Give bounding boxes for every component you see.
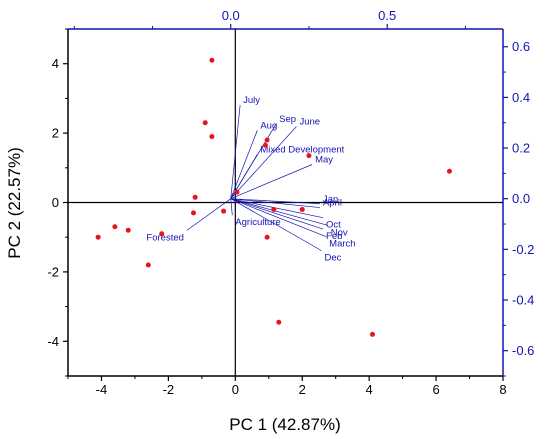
loading-vector bbox=[230, 198, 320, 205]
loading-vector bbox=[230, 130, 258, 199]
score-point bbox=[209, 134, 215, 140]
right-tick-label: -0.6 bbox=[512, 343, 534, 358]
loading-label: June bbox=[299, 117, 320, 128]
score-point bbox=[446, 168, 452, 174]
loading-label: May bbox=[315, 155, 333, 166]
y-axis-title: PC 2 (22.57%) bbox=[5, 147, 24, 259]
loading-label: Oct bbox=[326, 220, 341, 231]
x-tick-label: 0 bbox=[232, 382, 239, 397]
top-tick-label: 0.0 bbox=[222, 8, 240, 23]
loading-vector bbox=[230, 198, 320, 208]
loading-vector bbox=[230, 126, 297, 199]
right-tick-label: 0.6 bbox=[512, 39, 530, 54]
score-point bbox=[306, 153, 312, 159]
loading-label: Agriculture bbox=[235, 217, 280, 228]
score-point bbox=[95, 234, 101, 240]
score-point bbox=[145, 262, 151, 268]
y-tick-label: -4 bbox=[47, 334, 59, 349]
x-tick-label: 8 bbox=[499, 382, 506, 397]
score-point bbox=[264, 137, 270, 143]
loading-label: Nov bbox=[331, 227, 348, 238]
loading-label: Aug bbox=[260, 120, 277, 131]
loading-label: Dec bbox=[324, 253, 341, 264]
loading-vector bbox=[230, 164, 313, 200]
x-tick-label: -4 bbox=[96, 382, 108, 397]
score-point bbox=[262, 142, 268, 148]
axes-layer: -4 -2 0 2 4 6 8 -4 -2 0 2 4 0.0 0.5 0.6 0.4 0.2 0.0 -0.2 -0… bbox=[47, 8, 534, 397]
loading-vector bbox=[186, 198, 231, 231]
x-axis-title: PC 1 (42.87%) bbox=[229, 415, 341, 434]
loading-label: Sep bbox=[279, 114, 296, 125]
y-tick-label: 0 bbox=[52, 195, 59, 210]
score-point bbox=[125, 227, 131, 233]
score-point bbox=[209, 57, 215, 63]
score-point bbox=[276, 319, 282, 325]
loading-vector bbox=[230, 198, 324, 219]
right-tick-label: 0.2 bbox=[512, 141, 530, 156]
x-tick-label: -2 bbox=[163, 382, 175, 397]
x-tick-label: 4 bbox=[366, 382, 373, 397]
right-tick-label: -0.4 bbox=[512, 293, 534, 308]
score-point bbox=[271, 206, 277, 212]
loading-vector bbox=[230, 198, 322, 251]
score-point bbox=[370, 331, 375, 337]
score-point bbox=[202, 120, 208, 126]
loading-vector bbox=[230, 198, 324, 230]
loading-label: Feb bbox=[326, 231, 342, 242]
score-point bbox=[299, 206, 305, 212]
score-point bbox=[234, 189, 240, 195]
loading-vector bbox=[230, 198, 233, 216]
loading-label: Jan bbox=[323, 194, 338, 205]
score-point bbox=[190, 210, 196, 216]
loading-label: March bbox=[329, 239, 355, 250]
score-point bbox=[159, 231, 165, 237]
loading-vector bbox=[230, 198, 328, 226]
score-point bbox=[192, 194, 198, 200]
zero-lines bbox=[68, 29, 503, 376]
top-tick-label: 0.5 bbox=[378, 8, 396, 23]
right-tick-label: 0.4 bbox=[512, 90, 530, 105]
right-tick-label: 0.0 bbox=[512, 191, 530, 206]
loading-vector bbox=[230, 104, 241, 199]
right-tick-label: -0.2 bbox=[512, 242, 534, 257]
loading-label: Mixed Development bbox=[260, 144, 344, 155]
loading-label: Forested bbox=[146, 232, 184, 243]
x-tick-label: 6 bbox=[432, 382, 439, 397]
loading-vector bbox=[230, 198, 327, 238]
score-point bbox=[112, 224, 118, 230]
loading-label: July bbox=[243, 95, 260, 106]
loading-label: April bbox=[323, 198, 342, 209]
score-point bbox=[264, 234, 270, 240]
y-tick-label: -2 bbox=[47, 264, 59, 279]
x-tick-label: 2 bbox=[299, 382, 306, 397]
score-point bbox=[221, 208, 227, 214]
y-tick-label: 2 bbox=[52, 126, 59, 141]
y-tick-label: 4 bbox=[52, 56, 59, 71]
scores-layer bbox=[95, 57, 452, 337]
